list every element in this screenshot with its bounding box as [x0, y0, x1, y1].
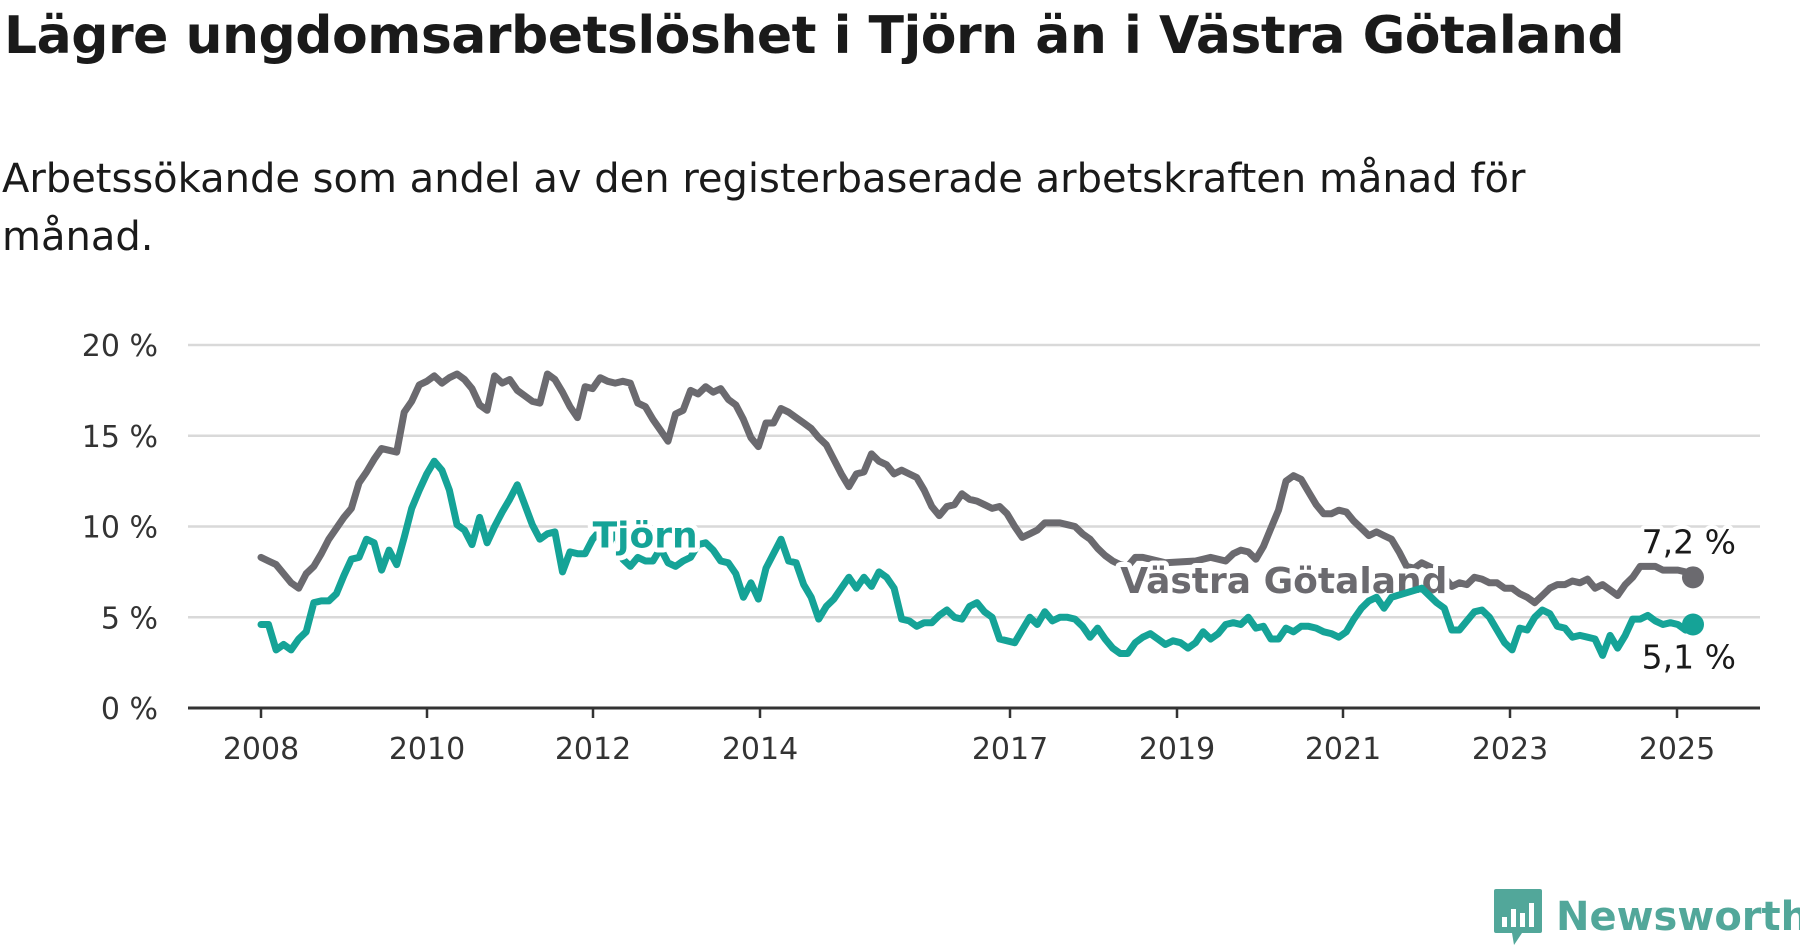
x-tick-label: 2021 [1305, 732, 1381, 767]
brand-name: Newsworthy [1556, 894, 1800, 940]
y-tick-label: 5 % [101, 601, 158, 636]
x-tick-label: 2012 [555, 732, 631, 767]
y-tick-label: 0 % [101, 692, 158, 727]
y-tick-label: 15 % [82, 420, 158, 455]
series-name-label: Tjörn [593, 516, 698, 557]
x-tick-label: 2017 [972, 732, 1048, 767]
series-endpoint [1682, 566, 1704, 589]
chart-subtitle: Arbetssökande som andel av den registerb… [2, 156, 1526, 260]
chart-title: Lägre ungdomsarbetslöshet i Tjörn än i V… [4, 6, 1625, 66]
x-tick-label: 2008 [223, 732, 299, 767]
series-endpoint [1682, 613, 1704, 636]
x-tick-label: 2010 [389, 732, 465, 767]
x-tick-label: 2019 [1139, 732, 1215, 767]
y-tick-label: 10 % [82, 511, 158, 546]
y-tick-label: 20 % [82, 329, 158, 364]
series-line-vastra-gotaland [257, 370, 1697, 607]
x-tick-label: 2025 [1639, 732, 1715, 767]
series-end-label: 7,2 % [1642, 522, 1736, 561]
series-end-label: 5,1 % [1642, 638, 1736, 677]
newsworthy-logo-icon [1494, 889, 1542, 945]
x-tick-label: 2023 [1472, 732, 1548, 767]
x-tick-label: 2014 [722, 732, 798, 767]
newsworthy-brand: Newsworthy [1492, 887, 1800, 947]
series-line-tjorn [257, 457, 1697, 659]
